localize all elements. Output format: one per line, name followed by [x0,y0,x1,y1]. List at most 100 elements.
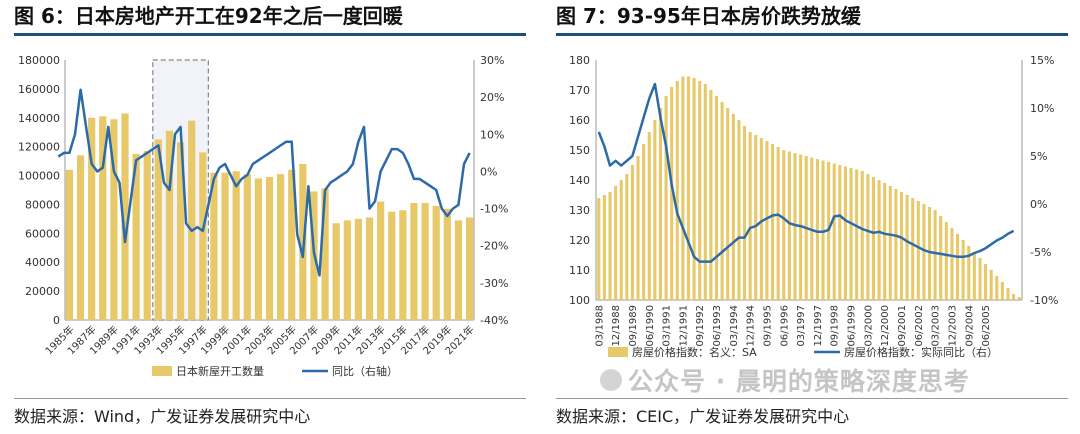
x-tick-label: 12/2003 [947,305,958,347]
bar-house-price-index [608,192,612,300]
left-y-tick-label: 120000 [18,141,60,154]
bar-house-price-index [989,270,993,300]
bar-house-price-index [748,132,752,300]
left-y-tick-label: 120 [569,234,590,247]
left-y-tick-label: 20000 [25,285,60,298]
legend-bar-label: 房屋价格指数：名义：SA [632,345,757,359]
bar-house-price-index [686,76,691,300]
bar-housing-starts [154,139,162,320]
bar-housing-starts [65,169,74,320]
right-bottom-rule [556,398,1068,399]
bar-house-price-index [905,195,909,300]
right-y-tick-label: 15% [1030,54,1054,67]
left-y-tick-label: 150 [569,144,590,157]
bar-house-price-index [899,192,904,300]
bar-house-price-index [771,144,775,300]
x-tick-label: 03/1991 [662,305,673,347]
x-tick-label: 12/1997 [813,305,824,347]
left-y-tick-label: 160 [569,114,590,127]
left-chart-title: 图 6：日本房地产开工在92年之后一度回暖 [14,4,403,28]
bar-house-price-index [843,166,847,300]
bar-house-price-index [916,201,920,300]
right-y-tick-label: -5% [1030,246,1051,259]
bar-house-price-index [871,177,876,300]
bar-housing-starts [343,220,351,320]
bar-house-price-index [658,108,663,300]
bar-house-price-index [955,234,960,300]
x-tick-label: 12/1994 [746,305,757,347]
right-source-note: 数据来源：CEIC，广发证券发展研究中心 [556,407,850,426]
bar-house-price-index [961,240,965,300]
bar-house-price-index [776,147,780,300]
left-y-tick-label: 180 [569,54,590,67]
bar-house-price-index [888,186,892,300]
bar-housing-starts [377,201,385,320]
right-chart-title: 图 7：93-95年日本房价跌势放缓 [556,4,861,28]
bar-housing-starts [432,205,440,320]
bar-housing-starts [421,203,429,320]
x-tick-label: 09/1998 [830,305,841,347]
legend-bar-swatch [152,366,172,376]
bar-house-price-index [731,114,735,300]
legend-line-label: 同比（右轴） [332,364,398,378]
bar-house-price-index [619,180,623,300]
bar-house-price-index [630,165,634,300]
bar-housing-starts [188,120,196,321]
left-chart: 0 20000 40000 60000 80000 100000 120000 140000 1… [18,54,508,378]
x-tick-label: 06/2005 [981,305,992,347]
bar-house-price-index [838,165,842,300]
bar-house-price-index [787,151,791,300]
bar-house-price-index [922,204,926,300]
bar-housing-starts [265,177,274,320]
right-y-tick-label: -30% [480,277,508,290]
x-tick-label: 09/2001 [897,305,908,347]
right-y-tick-label: 30% [480,54,504,67]
line-yoy [57,88,471,277]
bar-housing-starts [454,220,463,320]
right-y-tick-label: -10% [1030,294,1058,307]
right-y-tick-label: 0% [1030,198,1047,211]
bar-house-price-index [793,153,797,300]
bar-house-price-index [821,160,825,300]
bar-housing-starts [110,119,118,320]
left-y-tick-label: 80000 [25,198,60,211]
right-y-tick-label: -40% [480,314,508,327]
x-tick-label: 12/1991 [678,305,689,347]
bar-housing-starts [365,217,374,320]
x-tick-label: 03/2000 [863,305,874,347]
left-y-tick-label: 160000 [18,83,60,96]
left-y-tick-label: 170 [569,84,590,97]
x-tick-label: 06/1996 [779,305,790,347]
right-y-tick-label: 5% [1030,150,1047,163]
bar-house-price-index [720,102,724,300]
bar-housing-starts [354,218,363,320]
bar-house-price-index [670,87,674,300]
bar-housing-starts [388,211,396,320]
bar-house-price-index [939,216,943,300]
bar-housing-starts [76,155,85,320]
bar-house-price-index [1006,288,1010,300]
legend-bar-label: 日本新屋开工数量 [176,364,264,378]
bar-house-price-index [1000,282,1004,300]
bar-housing-starts [88,117,96,321]
bar-housing-starts [410,203,418,320]
bar-house-price-index [653,120,657,300]
bar-house-price-index [642,144,646,300]
left-source-note: 数据来源：Wind，广发证券发展研究中心 [14,407,311,426]
bar-house-price-index [950,228,954,300]
bar-house-price-index [984,264,988,300]
bar-house-price-index [978,258,982,300]
right-y-tick-label: -10% [480,203,508,216]
bar-housing-starts [221,172,229,320]
bar-house-price-index [709,90,713,300]
left-bottom-rule [14,398,526,399]
bar-housing-starts [399,210,407,320]
x-tick-label: 06/2002 [914,305,925,347]
bar-house-price-index [855,169,859,300]
bar-housing-starts [443,208,451,320]
bar-housing-starts [176,142,185,320]
watermark-text: 公众号 · 晨明的策略深度思考 [628,367,970,396]
bar-housing-starts [210,172,218,320]
left-y-tick-label: 0 [53,314,60,327]
bar-housing-starts [254,178,262,320]
